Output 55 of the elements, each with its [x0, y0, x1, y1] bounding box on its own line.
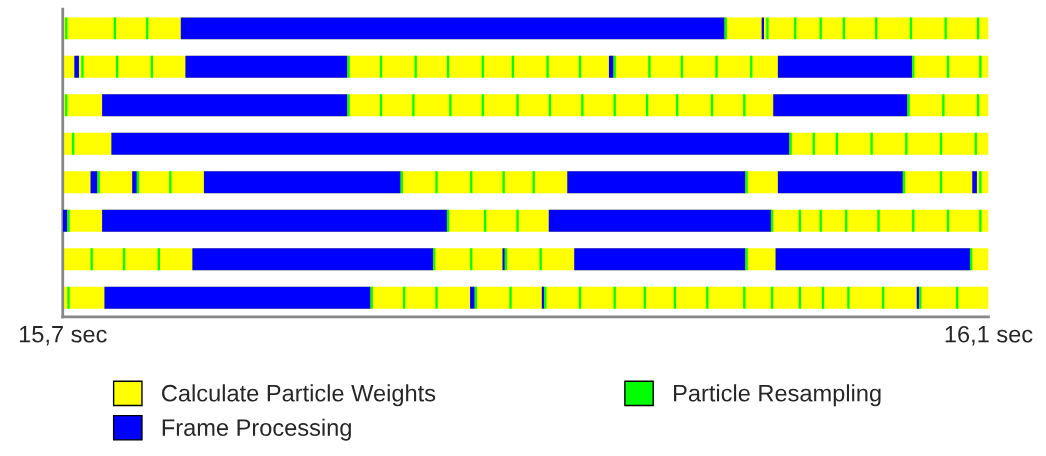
bar	[435, 286, 438, 309]
bar	[502, 171, 505, 194]
bar	[169, 171, 172, 194]
x-tick-label: 16,1 sec	[945, 325, 1033, 346]
bar	[567, 171, 746, 194]
bar	[979, 209, 982, 232]
bar	[74, 55, 79, 78]
bar	[180, 17, 725, 40]
bar	[773, 94, 908, 117]
bar	[81, 55, 84, 78]
bar	[132, 171, 137, 194]
bar	[516, 94, 519, 117]
bar	[449, 94, 452, 117]
bar	[470, 286, 475, 309]
bar	[185, 55, 348, 78]
bar	[347, 55, 350, 78]
bar	[546, 55, 549, 78]
bar	[789, 132, 792, 155]
bar	[509, 286, 512, 309]
bar	[870, 132, 873, 155]
bar	[104, 286, 371, 309]
bar	[97, 171, 100, 194]
bar	[67, 286, 70, 309]
bar	[608, 55, 614, 78]
legend-label: Calculate Particle Weights	[162, 384, 436, 407]
bar	[648, 55, 651, 78]
bar	[777, 171, 903, 194]
bar	[847, 286, 850, 309]
bar	[192, 248, 434, 271]
legend-label: Frame Processing	[162, 418, 351, 441]
bar	[979, 171, 982, 194]
x-tick-label: 15,7 sec	[19, 326, 107, 346]
bar	[715, 55, 718, 78]
bar	[102, 94, 348, 117]
bar	[972, 171, 977, 194]
legend-label: Particle Resampling	[674, 384, 881, 407]
bar	[435, 171, 438, 194]
bar	[907, 94, 910, 117]
bar	[979, 55, 982, 78]
bar	[111, 132, 790, 155]
bar	[775, 248, 970, 271]
bar	[412, 94, 415, 117]
bar	[347, 94, 350, 117]
bar	[745, 248, 748, 271]
bar	[203, 171, 401, 194]
bar	[102, 209, 447, 232]
bar	[574, 248, 746, 271]
bar	[766, 17, 769, 40]
bar	[67, 209, 70, 232]
bar	[745, 171, 748, 194]
bar	[944, 17, 947, 40]
bar	[777, 55, 913, 78]
bar	[548, 209, 771, 232]
bar	[877, 209, 880, 232]
bar	[516, 209, 519, 232]
